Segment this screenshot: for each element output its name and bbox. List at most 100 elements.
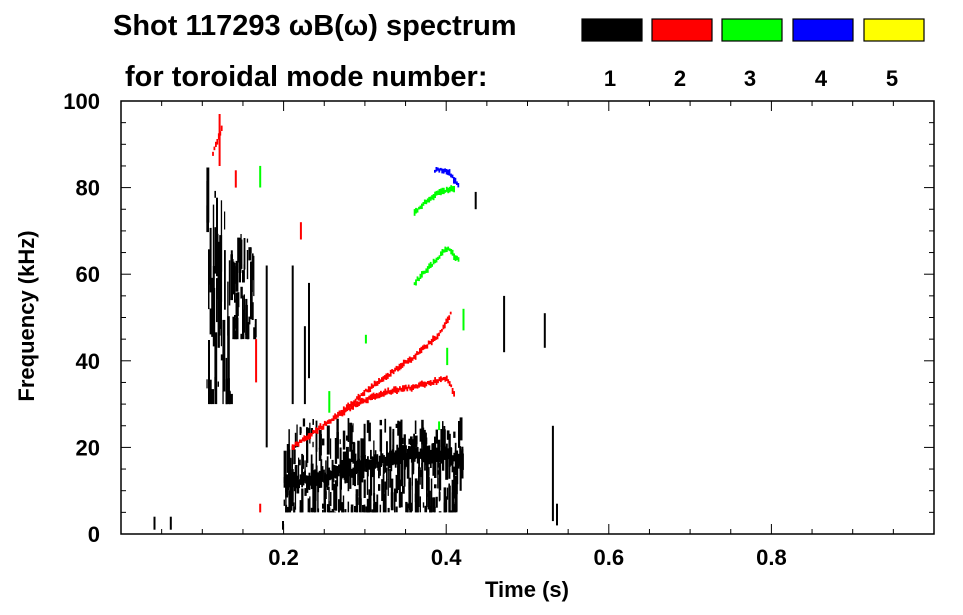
trace-pixel: [292, 472, 295, 485]
mode-trace: [283, 441, 464, 496]
trace-pixel: [435, 167, 438, 172]
trace-pixel: [432, 258, 435, 265]
trace-pixel: [451, 388, 454, 394]
legend-label-5: 5: [886, 66, 898, 91]
trace-pixel: [428, 380, 431, 386]
spectral-pixel: [352, 423, 354, 433]
spectral-pixel: [224, 211, 226, 230]
trace-pixel: [414, 353, 417, 360]
spectral-pixel: [283, 499, 285, 506]
spectral-pixel: [430, 478, 433, 513]
trace-pixel: [316, 428, 319, 434]
trace-pixel: [342, 461, 344, 478]
y-tick-label: 60: [76, 262, 100, 287]
spectral-pixel: [354, 506, 357, 513]
trace-pixel: [367, 386, 370, 393]
trace-pixel: [332, 415, 335, 421]
spectral-pixel: [326, 504, 330, 513]
spectral-pixel: [368, 489, 371, 513]
spectral-pixel: [419, 467, 421, 485]
trace-pixel: [432, 444, 435, 461]
spectral-pixel: [299, 500, 303, 513]
spectral-pixel: [456, 468, 459, 485]
trace-pixel: [319, 423, 322, 430]
trace-pixel: [215, 141, 217, 147]
trace-pixel: [405, 445, 407, 466]
trace-pixel: [363, 390, 366, 396]
trace-pixel: [406, 386, 409, 392]
trace-pixel: [454, 255, 457, 261]
trace-pixel: [397, 366, 399, 372]
mode-trace: [413, 246, 460, 286]
spectral-pixel: [325, 491, 327, 499]
spectral-pixel: [245, 304, 248, 340]
trace-pixel: [441, 328, 443, 332]
trace-pixel: [285, 475, 287, 493]
trace-pixel: [387, 452, 390, 471]
spectral-pixel: [240, 333, 243, 340]
spectral-pixel: [288, 490, 292, 513]
mode-trace: [413, 185, 455, 216]
trace-pixel: [420, 346, 423, 354]
trace-pixel: [293, 444, 295, 450]
trace-pixel: [356, 459, 359, 474]
trace-pixel: [397, 388, 400, 393]
trace-pixel: [307, 433, 310, 440]
spectral-pixel: [209, 379, 212, 405]
trace-pixel: [434, 259, 436, 264]
trace-pixel: [437, 379, 439, 384]
trace-pixel: [299, 474, 302, 485]
spectral-pixel: [214, 332, 218, 405]
spectral-pixel: [243, 264, 245, 271]
x-tick-label: 0.4: [431, 545, 462, 570]
trace-pixel: [321, 425, 323, 430]
trace-pixel: [432, 379, 435, 385]
trace-pixel: [431, 263, 433, 267]
trace-pixel: [382, 376, 385, 382]
trace-pixel: [450, 185, 453, 192]
trace-pixel: [396, 444, 399, 465]
spectral-pixel: [208, 268, 210, 310]
trace-pixel: [366, 389, 369, 393]
spectral-pixel: [235, 317, 239, 340]
spectral-pixel: [339, 439, 341, 445]
legend-swatch-2: [651, 18, 713, 42]
spectral-pixel: [358, 469, 361, 496]
trace-pixel: [377, 461, 380, 471]
spectral-pixel: [315, 434, 318, 470]
trace-pixel: [444, 446, 447, 460]
trace-pixel: [422, 345, 424, 351]
trace-pixel: [429, 261, 432, 268]
spectral-pixel: [373, 467, 375, 501]
trace-pixel: [362, 458, 365, 479]
trace-pixel: [423, 270, 426, 274]
trace-pixel: [301, 466, 303, 488]
spectral-pixel: [302, 418, 306, 427]
trace-pixel: [312, 429, 314, 434]
spectral-pixel: [290, 505, 293, 511]
trace-pixel: [298, 479, 300, 489]
trace-pixel: [446, 316, 449, 324]
trace-pixel: [343, 462, 346, 480]
trace-pixel: [434, 169, 436, 173]
trace-pixel: [347, 402, 350, 409]
legend-swatch-3: [721, 18, 783, 42]
spectral-pixel: [347, 474, 350, 492]
trace-pixel: [309, 432, 312, 439]
trace-pixel: [453, 186, 455, 193]
trace-pixel: [425, 451, 428, 466]
spectral-pixel: [454, 476, 458, 512]
spectral-pixel: [234, 330, 237, 340]
spectral-pixel: [243, 312, 246, 329]
spectral-pixel: [414, 435, 418, 448]
spectral-pixel: [250, 261, 252, 293]
trace-pixel: [350, 406, 353, 410]
trace-pixel: [408, 356, 411, 363]
trace-pixel: [423, 381, 426, 388]
trace-pixel: [289, 469, 292, 488]
spectral-pixel: [228, 391, 231, 405]
trace-pixel: [402, 359, 405, 367]
trace-pixel: [415, 447, 418, 459]
trace-pixel: [394, 367, 396, 372]
